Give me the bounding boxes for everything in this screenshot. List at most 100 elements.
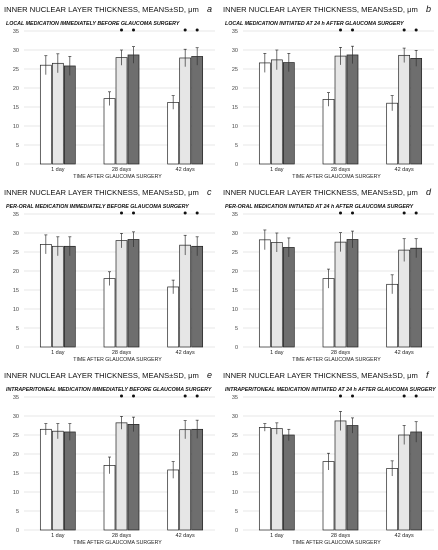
bar bbox=[127, 239, 140, 348]
chart-title: INNER NUCLEAR LAYER THICKNESS, MEANS±SD,… bbox=[223, 371, 418, 380]
bar bbox=[103, 465, 116, 531]
y-tick-label: 20 bbox=[13, 269, 19, 275]
bar bbox=[191, 56, 204, 165]
y-tick-label: 25 bbox=[232, 433, 238, 439]
bar bbox=[179, 57, 192, 165]
y-tick-label: 5 bbox=[235, 326, 238, 332]
significance-marker bbox=[414, 394, 418, 398]
bar bbox=[63, 65, 76, 165]
bar bbox=[51, 62, 64, 165]
y-tick-label: 15 bbox=[232, 105, 238, 111]
y-tick-label: 10 bbox=[232, 307, 238, 313]
y-tick-label: 25 bbox=[232, 67, 238, 73]
significance-marker bbox=[351, 211, 354, 215]
y-tick-label: 35 bbox=[232, 29, 238, 35]
x-tick-label: 1 day bbox=[270, 350, 284, 356]
x-tick-label: 28 days bbox=[331, 350, 351, 356]
significance-marker bbox=[195, 28, 199, 32]
y-tick-label: 0 bbox=[16, 528, 19, 534]
bar bbox=[39, 244, 52, 348]
y-tick-label: 10 bbox=[13, 124, 19, 130]
y-tick-label: 5 bbox=[16, 509, 19, 515]
x-axis-label: TIME AFTER GLAUCOMA SURGERY bbox=[292, 357, 381, 363]
y-tick-label: 0 bbox=[235, 162, 238, 168]
y-tick-label: 20 bbox=[232, 269, 238, 275]
y-tick-label: 10 bbox=[232, 124, 238, 130]
significance-marker bbox=[351, 394, 354, 398]
panel-letter: e bbox=[207, 370, 212, 380]
bar bbox=[334, 241, 347, 348]
bar bbox=[191, 428, 204, 531]
bar bbox=[334, 55, 347, 165]
chart-panel-d: INNER NUCLEAR LAYER THICKNESS, MEANS±SD,… bbox=[223, 187, 434, 363]
bar bbox=[386, 468, 399, 531]
bar bbox=[410, 247, 423, 348]
bar bbox=[258, 62, 271, 165]
x-tick-label: 42 days bbox=[176, 533, 196, 539]
significance-marker bbox=[402, 394, 406, 398]
bar bbox=[410, 431, 423, 531]
chart-panel-c: INNER NUCLEAR LAYER THICKNESS, MEANS±SD,… bbox=[4, 187, 215, 363]
y-tick-label: 20 bbox=[13, 452, 19, 458]
y-tick-label: 15 bbox=[232, 471, 238, 477]
significance-marker bbox=[414, 28, 418, 32]
bar bbox=[51, 245, 64, 348]
y-tick-label: 0 bbox=[235, 345, 238, 351]
significance-marker bbox=[195, 394, 199, 398]
x-tick-label: 42 days bbox=[176, 167, 196, 173]
y-tick-label: 15 bbox=[13, 105, 19, 111]
bar bbox=[127, 424, 140, 531]
bar bbox=[282, 62, 295, 165]
significance-marker bbox=[132, 28, 135, 32]
y-tick-label: 35 bbox=[13, 212, 19, 218]
y-tick-label: 25 bbox=[13, 250, 19, 256]
bar bbox=[346, 239, 359, 348]
bar bbox=[179, 244, 192, 348]
bar bbox=[191, 245, 204, 348]
significance-marker bbox=[132, 211, 135, 215]
bar bbox=[115, 57, 128, 165]
y-tick-label: 5 bbox=[235, 143, 238, 149]
y-tick-label: 15 bbox=[13, 471, 19, 477]
bar bbox=[282, 247, 295, 348]
bar bbox=[346, 54, 359, 165]
y-tick-label: 35 bbox=[13, 29, 19, 35]
significance-marker bbox=[183, 28, 187, 32]
bar bbox=[63, 245, 76, 348]
y-tick-label: 0 bbox=[235, 528, 238, 534]
bar bbox=[270, 59, 283, 165]
y-tick-label: 20 bbox=[232, 452, 238, 458]
bar bbox=[115, 240, 128, 348]
significance-marker bbox=[339, 394, 342, 398]
y-tick-label: 30 bbox=[13, 231, 19, 237]
y-tick-label: 10 bbox=[232, 490, 238, 496]
bar bbox=[179, 429, 192, 531]
x-tick-label: 1 day bbox=[51, 167, 65, 173]
panel-letter: c bbox=[207, 187, 212, 197]
chart-title: INNER NUCLEAR LAYER THICKNESS, MEANS±SD,… bbox=[4, 371, 199, 380]
chart-subtitle: INTRAPERITONEAL MEDICATION IMMEDIATELY B… bbox=[6, 387, 212, 393]
x-tick-label: 1 day bbox=[51, 533, 65, 539]
y-tick-label: 5 bbox=[16, 326, 19, 332]
bar bbox=[398, 54, 411, 165]
y-tick-label: 35 bbox=[232, 395, 238, 401]
chart-title: INNER NUCLEAR LAYER THICKNESS, MEANS±SD,… bbox=[4, 188, 199, 197]
x-tick-label: 28 days bbox=[331, 533, 351, 539]
y-tick-label: 10 bbox=[13, 307, 19, 313]
chart-subtitle: INTRAPERITONEAL MEDICATION INITIATED AT … bbox=[225, 387, 436, 393]
x-tick-label: 1 day bbox=[270, 167, 284, 173]
chart-panel-a: INNER NUCLEAR LAYER THICKNESS, MEANS±SD,… bbox=[4, 4, 215, 180]
chart-subtitle: LOCAL MEDICATION IMMEDIATELY BEFORE GLAU… bbox=[6, 21, 180, 27]
x-axis-label: TIME AFTER GLAUCOMA SURGERY bbox=[292, 540, 381, 546]
bar bbox=[322, 278, 335, 348]
x-axis-label: TIME AFTER GLAUCOMA SURGERY bbox=[73, 540, 162, 546]
significance-marker bbox=[351, 28, 354, 32]
bar bbox=[127, 54, 140, 165]
y-tick-label: 20 bbox=[13, 86, 19, 92]
bar bbox=[410, 58, 423, 165]
bar bbox=[322, 461, 335, 531]
chart-panel-b: INNER NUCLEAR LAYER THICKNESS, MEANS±SD,… bbox=[223, 4, 434, 180]
y-tick-label: 30 bbox=[232, 231, 238, 237]
significance-marker bbox=[183, 211, 187, 215]
bar bbox=[39, 428, 52, 531]
